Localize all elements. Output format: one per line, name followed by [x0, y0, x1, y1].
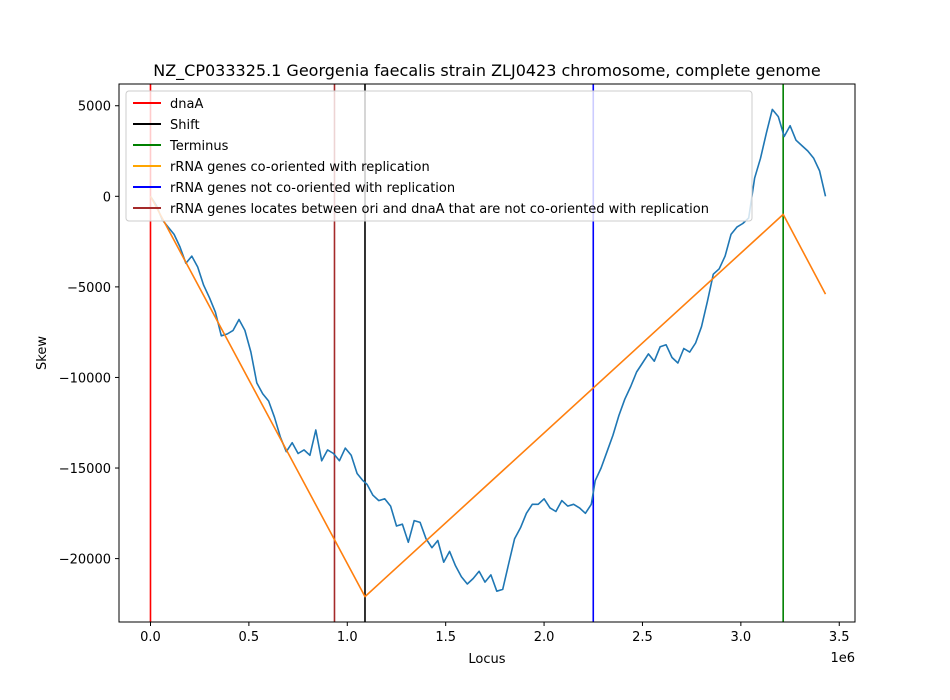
plot-frame [118, 83, 856, 623]
x-tick-label: 3.5 [829, 630, 850, 645]
y-tick-label: 0 [103, 190, 111, 205]
y-axis-label: Skew [35, 336, 50, 370]
legend-label: Shift [170, 118, 200, 133]
y-tick-label: −15000 [59, 462, 111, 477]
y-tick-label: −5000 [67, 281, 111, 296]
legend-box [125, 90, 753, 222]
x-tick-label: 0.0 [140, 630, 161, 645]
x-offset-label: 1e6 [830, 651, 855, 666]
x-tick-label: 1.5 [435, 630, 456, 645]
legend-label: rRNA genes co-oriented with replication [170, 160, 430, 175]
x-tick-label: 2.5 [632, 630, 653, 645]
legend: dnaA Shift Terminus rRNA genes co-oriented … [125, 90, 753, 222]
legend-label: Terminus [169, 139, 229, 154]
y-tick-label: −20000 [59, 553, 111, 568]
legend-label: rRNA genes locates between ori and dnaA … [170, 202, 709, 217]
x-tick-label: 3.0 [731, 630, 752, 645]
legend-label: rRNA genes not co-oriented with replicat… [170, 181, 455, 196]
chart-title: NZ_CP033325.1 Georgenia faecalis strain … [153, 61, 820, 81]
x-axis-label: Locus [468, 652, 505, 667]
rrna-co-oriented-series-line [149, 195, 827, 598]
x-tick-label: 0.5 [239, 630, 260, 645]
y-axis: 5000 0 −5000 −10000 −15000 −20000 [59, 100, 119, 568]
x-axis: 0.0 0.5 1.0 1.5 2.0 2.5 3.0 3.5 [140, 622, 850, 645]
x-tick-label: 1.0 [337, 630, 358, 645]
y-tick-label: −10000 [59, 371, 111, 386]
legend-label: dnaA [170, 97, 203, 112]
y-tick-label: 5000 [78, 100, 111, 115]
x-tick-label: 2.0 [534, 630, 555, 645]
